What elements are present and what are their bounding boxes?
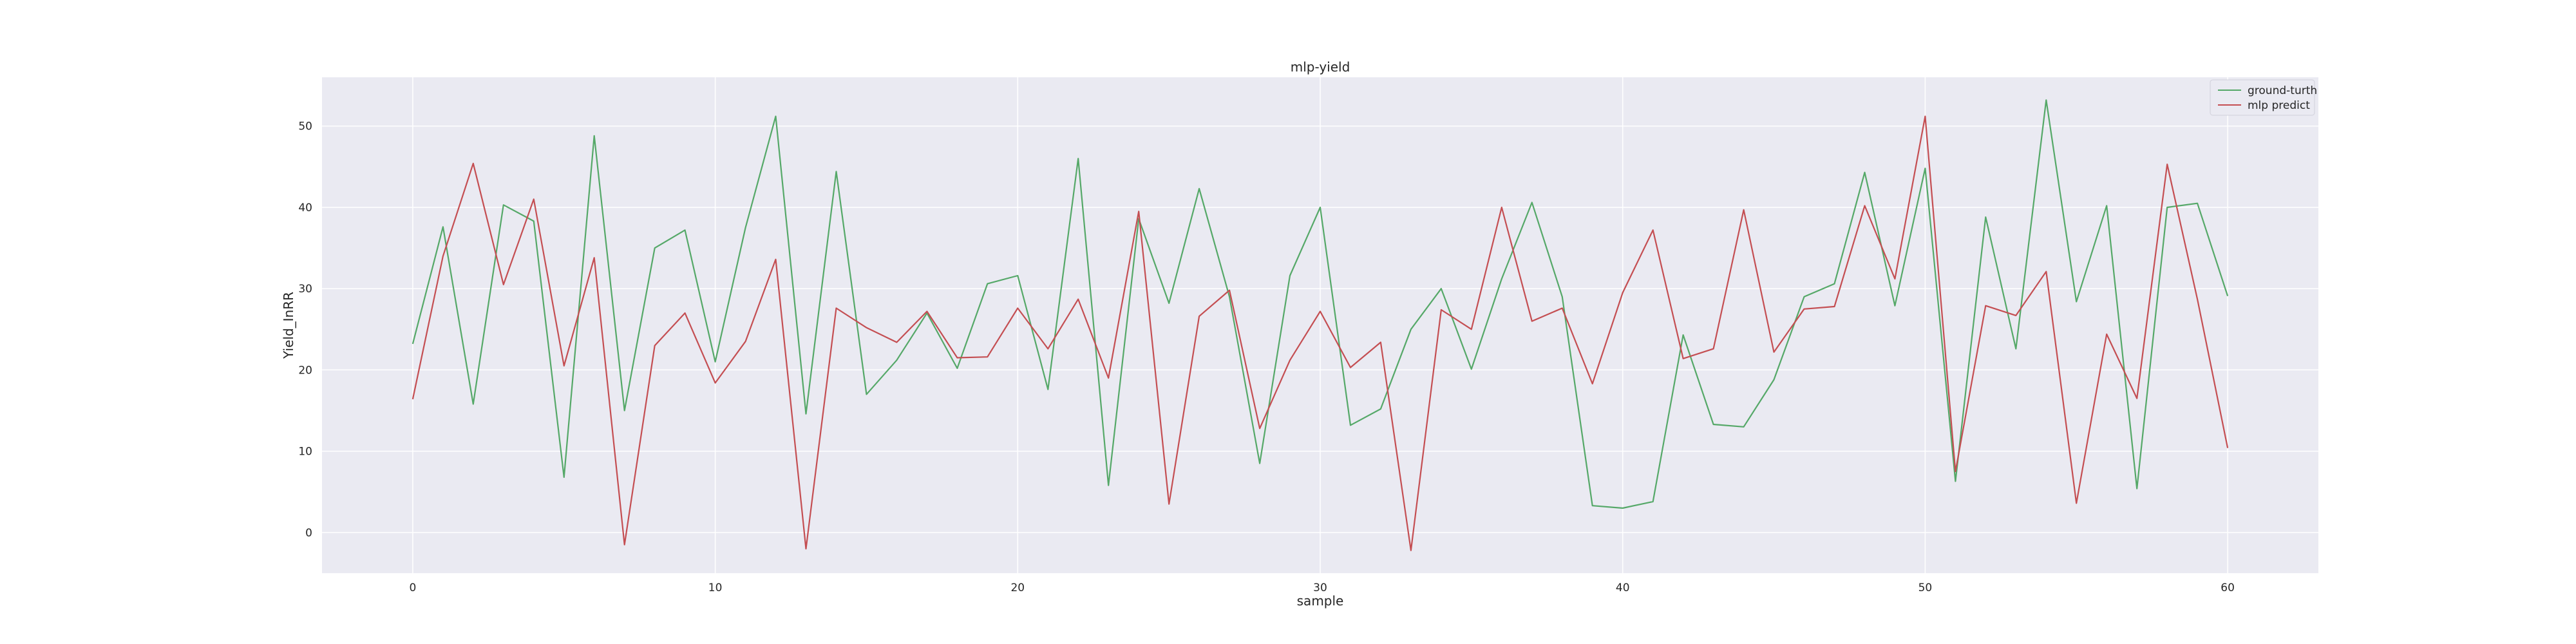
x-tick-label: 50 — [1918, 582, 1933, 594]
x-tick-label: 10 — [708, 582, 723, 594]
y-tick-label: 10 — [298, 446, 312, 459]
x-tick-label: 0 — [409, 582, 416, 594]
legend-label-ground-turth: ground-turth — [2248, 84, 2317, 97]
series-lines — [412, 99, 2229, 551]
chart-title: mlp-yield — [1291, 59, 1350, 75]
x-tick-label: 60 — [2221, 582, 2235, 594]
y-tick-label: 20 — [298, 364, 312, 377]
x-tick-label: 30 — [1313, 582, 1327, 594]
tick-labels: 0 10 20 30 40 50 60 0 10 20 30 40 50 — [298, 120, 2235, 594]
y-tick-label: 50 — [298, 120, 312, 133]
legend-box — [2210, 79, 2315, 116]
legend: ground-turth mlp predict — [2210, 79, 2317, 116]
x-axis-label: sample — [1297, 593, 1344, 609]
series-line-mlp-predict — [412, 115, 2229, 551]
x-tick-label: 20 — [1010, 582, 1025, 594]
grid — [322, 77, 2318, 573]
y-axis-label: Yield_InRR — [281, 292, 296, 359]
y-tick-label: 30 — [298, 283, 312, 296]
y-tick-label: 40 — [298, 202, 312, 214]
legend-label-mlp-predict: mlp predict — [2248, 99, 2310, 112]
y-tick-label: 0 — [305, 527, 312, 540]
series-line-ground-turth — [412, 99, 2229, 509]
x-tick-label: 40 — [1616, 582, 1630, 594]
